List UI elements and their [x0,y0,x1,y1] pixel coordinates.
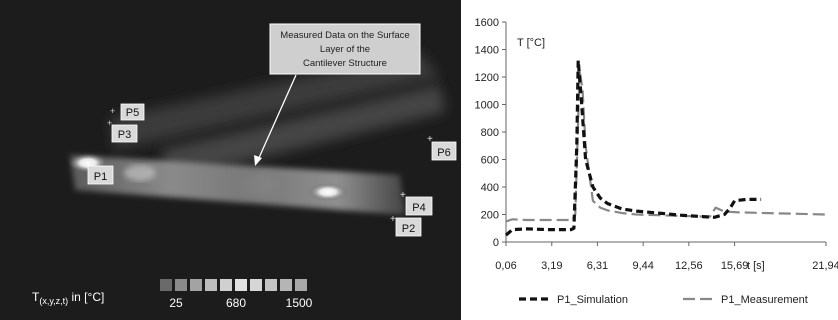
scale-cell [295,279,307,291]
y-tick-label: 0 [493,237,499,249]
hot-spot-center [308,183,348,201]
thermal-image: Measured Data on the Surface Layer of th… [0,0,461,320]
x-tick-label: 0,06 [495,260,516,272]
point-label-p1: P1 [87,165,114,185]
x-tick-label: 3,19 [541,260,562,272]
annotation-line-2: Layer of the [320,44,370,55]
x-tick-label: 15,69 [721,260,749,272]
y-axis-title: T [°C] [517,37,545,49]
point-label-p6: + P6 [427,134,457,161]
chart-series [504,58,827,237]
scale-cell [235,279,247,291]
legend: P1_Simulation P1_Measurement [519,294,808,306]
x-tick-label: 9,44 [632,260,653,272]
scale-cell [220,279,232,291]
point-label-p3: + P3 [107,118,138,143]
scale-cell [175,279,187,291]
y-tick-label: 1000 [475,100,499,112]
scale-cell [205,279,217,291]
temperature-chart: 0 200 400 600 800 1000 1200 1400 1600 0,06 3,19 6,3… [475,17,838,306]
legend-label: P1_Simulation [557,294,628,306]
svg-text:P2: P2 [402,223,415,235]
y-tick-label: 1200 [475,72,499,84]
svg-text:P4: P4 [412,202,425,214]
svg-text:+: + [110,106,115,116]
y-tick-label: 400 [481,182,499,194]
arrow-head-icon [254,155,262,166]
annotation: Measured Data on the Surface Layer of th… [254,23,421,166]
svg-text:P5: P5 [126,107,139,119]
scale-tick-25: 25 [169,296,183,310]
scale-label: T(x,y,z,t) in [°C] [32,290,104,306]
x-tick-label: 12,56 [675,260,703,272]
scale-cell [190,279,202,291]
y-tick-label: 600 [481,155,499,167]
svg-text:P1: P1 [94,171,107,183]
series-line-p1-measurement [505,69,827,223]
legend-label: P1_Measurement [721,294,808,306]
point-label-p2: + P2 [390,214,422,237]
svg-text:P6: P6 [437,147,450,159]
svg-text:P3: P3 [118,129,131,141]
x-axis-title: t [s] [747,260,765,272]
annotation-line-1: Measured Data on the Surface [280,30,409,41]
scale-cell [265,279,277,291]
series-line-p1-simulation [504,58,762,237]
svg-text:+: + [427,134,433,145]
svg-text:+: + [390,214,396,225]
y-tick-label: 1600 [475,17,499,29]
scale-cell [160,279,172,291]
point-label-p5: + P5 [110,103,145,121]
temperature-scale: T(x,y,z,t) in [°C] 25 680 1500 [32,279,313,310]
svg-text:+: + [400,190,406,201]
svg-text:+: + [107,118,112,128]
scale-tick-1500: 1500 [286,296,313,310]
x-tick-label: 6,31 [587,260,608,272]
point-label-p4: + P4 [400,190,433,216]
scale-cell [280,279,292,291]
x-tick-label: 21,94 [812,260,838,272]
y-tick-label: 1400 [475,45,499,57]
chart-axes: 0 200 400 600 800 1000 1200 1400 1600 0,06 3,19 6,3… [475,17,838,272]
annotation-line-3: Cantilever Structure [303,58,387,69]
y-tick-label: 800 [481,127,499,139]
scale-tick-680: 680 [226,296,246,310]
scale-cell [250,279,262,291]
y-tick-label: 200 [481,210,499,222]
